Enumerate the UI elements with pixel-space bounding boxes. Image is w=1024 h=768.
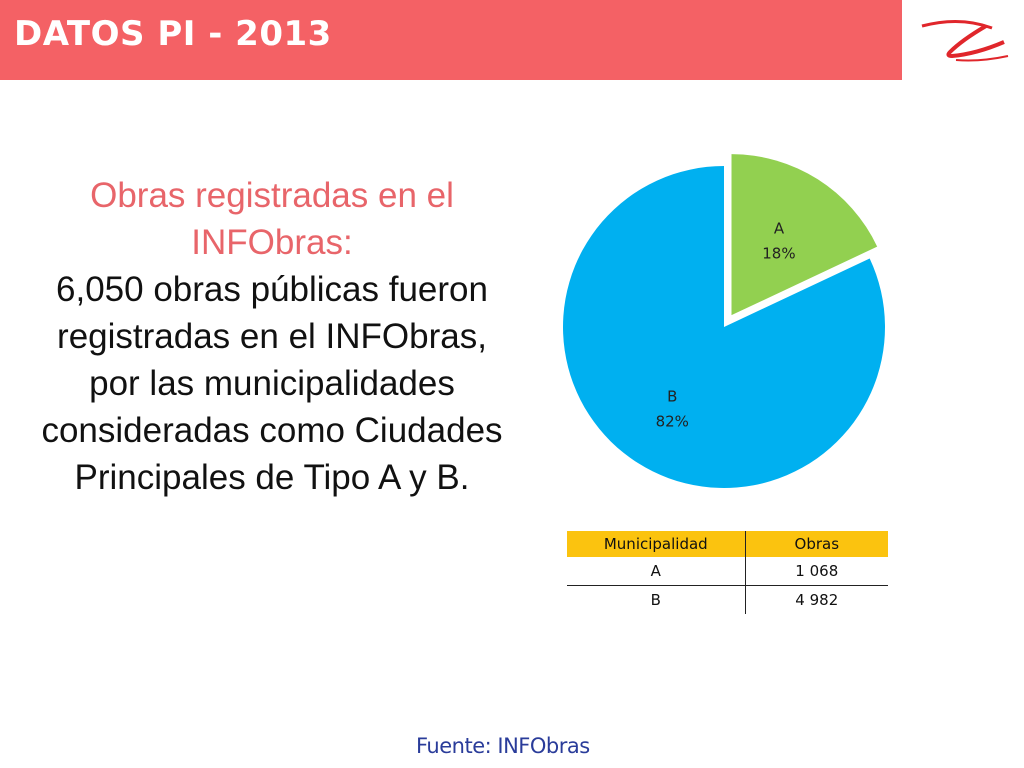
description-text: Obras registradas en el INFObras: 6,050 … <box>40 172 504 501</box>
table-cell: B <box>567 585 746 614</box>
page-title: DATOS PI - 2013 <box>14 14 332 54</box>
table-header: Obras <box>745 531 888 557</box>
table-row: B 4 982 <box>567 585 888 614</box>
table-cell: A <box>567 557 746 586</box>
slice-percent-label: 82% <box>656 413 689 431</box>
company-logo-icon <box>921 19 1009 62</box>
pie-chart: A 18% B 82% <box>563 154 885 489</box>
table-cell: 1 068 <box>745 557 888 586</box>
pie-slice-a <box>731 154 878 316</box>
pie-slice-b <box>563 166 885 489</box>
source-label: Fuente: INFObras <box>416 734 590 758</box>
table-cell: 4 982 <box>795 591 839 609</box>
slice-percent-label: 18% <box>762 244 795 262</box>
table-header: Municipalidad <box>567 531 746 557</box>
slice-category-label: B <box>667 388 677 406</box>
data-table: Municipalidad Obras A 1 068 B 4 982 <box>567 531 888 614</box>
body-text: 6,050 obras públicas fueron registradas … <box>41 270 503 497</box>
table-header-row: Municipalidad Obras <box>567 531 888 557</box>
slice-category-label: A <box>774 219 785 237</box>
table-row: A 1 068 <box>567 557 888 586</box>
header-bar: DATOS PI - 2013 <box>0 0 902 80</box>
subtitle: Obras registradas en el INFObras: <box>90 176 454 262</box>
